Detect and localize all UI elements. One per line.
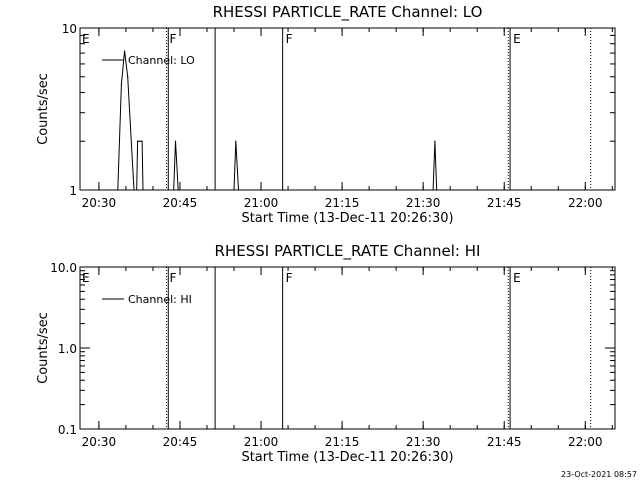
x-tick-label: 21:15	[325, 196, 360, 210]
y-axis-label: Counts/sec	[36, 73, 51, 145]
data-point	[436, 189, 438, 191]
data-point	[123, 50, 126, 52]
data-point	[434, 140, 436, 142]
chart-title: RHESSI PARTICLE_RATE Channel: LO	[213, 3, 483, 22]
legend-label: Channel: LO	[128, 54, 195, 67]
annotation-letter: F	[286, 271, 293, 285]
data-point	[432, 189, 434, 191]
annotation-letter: E	[513, 271, 521, 285]
y-tick-label: 0.1	[58, 423, 77, 437]
annotation-letter-left: E	[82, 271, 90, 285]
x-axis-label: Start Time (13-Dec-11 20:26:30)	[241, 450, 453, 465]
x-tick-label: 20:30	[82, 435, 117, 449]
x-tick-label: 21:00	[244, 435, 279, 449]
plot-frame	[79, 27, 616, 191]
legend-label: Channel: HI	[128, 293, 192, 306]
x-tick-label: 21:45	[487, 196, 522, 210]
y-tick-label: 1	[69, 184, 77, 198]
y-axis-label: Counts/sec	[36, 312, 51, 384]
x-tick-label: 22:00	[568, 196, 603, 210]
y-tick-label: 10.0	[50, 261, 77, 275]
data-point	[233, 189, 235, 191]
annotation-letter: F	[169, 271, 176, 285]
data-point	[120, 83, 123, 85]
x-tick-label: 21:15	[325, 435, 360, 449]
panel-1: RHESSI PARTICLE_RATE Channel: LO 20:30 20:…	[36, 3, 616, 226]
data-point	[141, 140, 143, 142]
x-tick-label: 21:30	[406, 196, 441, 210]
data-point	[177, 189, 179, 191]
data-point	[142, 189, 144, 191]
series-line	[117, 51, 438, 191]
y-tick-label: 1.0	[58, 342, 77, 356]
annotation-letter: F	[169, 32, 176, 46]
x-axis-label: Start Time (13-Dec-11 20:26:30)	[241, 211, 453, 226]
x-tick-label: 20:30	[82, 196, 117, 210]
data-point	[174, 140, 177, 142]
x-tick-label: 20:45	[163, 196, 198, 210]
data-point	[237, 189, 240, 191]
x-tick-label: 21:30	[406, 435, 441, 449]
y-tick-label: 10	[62, 22, 77, 36]
data-point	[127, 76, 129, 78]
annotation-letter: F	[286, 32, 293, 46]
data-point	[235, 140, 237, 142]
panel-2: RHESSI PARTICLE_RATE Channel: HI 20:30 20:…	[36, 242, 616, 465]
x-tick-label: 20:45	[163, 435, 198, 449]
data-point	[133, 189, 135, 191]
plot-frame	[79, 266, 616, 430]
annotation-letter-left: E	[82, 32, 90, 46]
annotation-letter: E	[513, 32, 521, 46]
data-point	[137, 140, 139, 142]
x-tick-label: 22:00	[568, 435, 603, 449]
x-tick-label: 21:00	[244, 196, 279, 210]
data-point	[138, 140, 141, 142]
data-point	[136, 189, 138, 191]
footer-timestamp: 23-Oct-2021 08:57	[561, 470, 637, 479]
x-tick-label: 21:45	[487, 435, 522, 449]
data-point	[173, 189, 175, 191]
data-point	[129, 124, 132, 127]
chart-title: RHESSI PARTICLE_RATE Channel: HI	[215, 242, 481, 261]
data-point	[117, 189, 119, 191]
